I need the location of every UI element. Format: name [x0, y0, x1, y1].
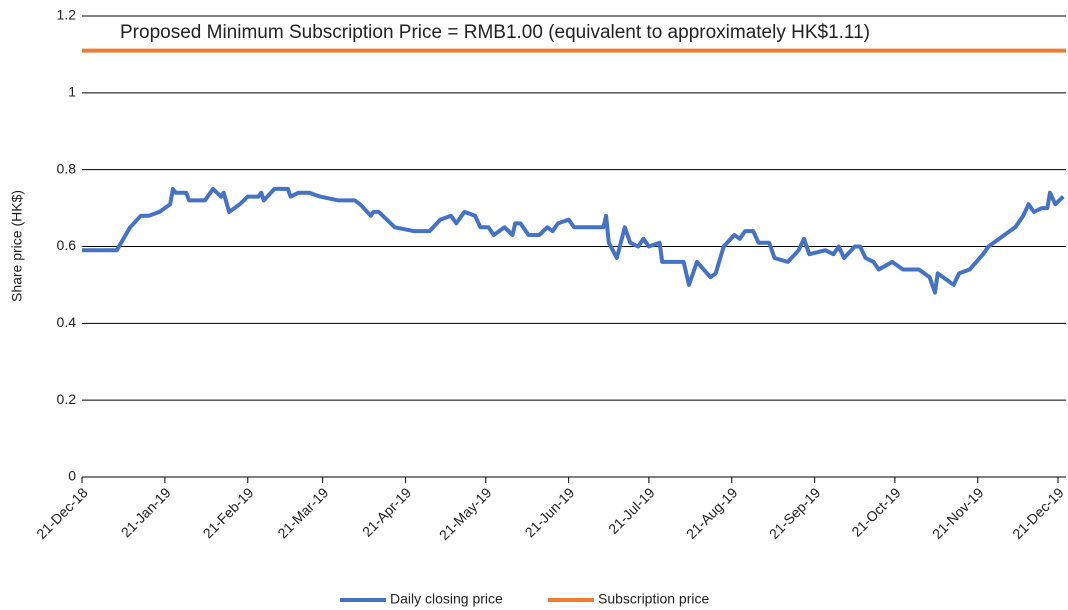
x-tick-label: 21-Nov-19: [929, 484, 987, 542]
y-tick-label: 1: [68, 84, 76, 100]
x-tick-label: 21-May-19: [436, 484, 495, 543]
y-tick-label: 0: [68, 468, 76, 484]
y-tick-label: 0.2: [57, 391, 77, 407]
x-tick-label: 21-Dec-18: [33, 484, 91, 542]
x-tick-label: 21-Sep-19: [766, 484, 824, 542]
annotation: Proposed Minimum Subscription Price = RM…: [120, 22, 870, 43]
x-tick-label: 21-Dec-19: [1009, 484, 1067, 542]
y-tick-label: 0.6: [57, 237, 77, 253]
x-tick-label: 21-Jul-19: [605, 484, 658, 537]
x-tick-label: 21-Oct-19: [848, 484, 903, 539]
x-tick-label: 21-Jan-19: [118, 484, 174, 540]
legend-label: Daily closing price: [390, 591, 503, 607]
x-tick-label: 21-Jun-19: [521, 484, 577, 540]
y-tick-label: 0.4: [57, 314, 77, 330]
x-tick-label: 21-Aug-19: [683, 484, 741, 542]
y-tick-label: 1.2: [57, 7, 77, 23]
x-tick-label: 21-Apr-19: [359, 484, 414, 539]
y-tick-label: 0.8: [57, 160, 77, 176]
x-tick-label: 21-Mar-19: [274, 484, 331, 541]
line-series: [82, 186, 1065, 295]
y-axis-label: Share price (HK$): [9, 190, 25, 302]
x-tick-label: 21-Feb-19: [200, 484, 257, 541]
legend-label: Subscription price: [598, 591, 709, 607]
